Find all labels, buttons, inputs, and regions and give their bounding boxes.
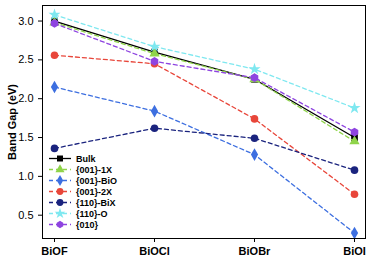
svg-text:3.0: 3.0 <box>18 15 33 27</box>
svg-text:1.5: 1.5 <box>18 131 33 143</box>
svg-text:{001}-1X: {001}-1X <box>76 165 112 175</box>
svg-text:2.0: 2.0 <box>18 92 33 104</box>
svg-text:Bulk: Bulk <box>76 154 96 164</box>
svg-text:{110}-BiX: {110}-BiX <box>76 198 116 208</box>
svg-text:1.0: 1.0 <box>18 170 33 182</box>
svg-text:BiOCl: BiOCl <box>139 245 170 257</box>
svg-text:{001}-BiO: {001}-BiO <box>76 176 117 186</box>
svg-text:BiOF: BiOF <box>41 245 68 257</box>
svg-text:BiOBr: BiOBr <box>239 245 272 257</box>
svg-text:{001}-2X: {001}-2X <box>76 187 112 197</box>
svg-text:{010}: {010} <box>76 220 99 230</box>
svg-text:BiOI: BiOI <box>343 245 366 257</box>
svg-text:{110}-O: {110}-O <box>76 209 108 219</box>
svg-text:0.5: 0.5 <box>18 209 33 221</box>
svg-text:2.5: 2.5 <box>18 53 33 65</box>
svg-text:Band Gap (eV): Band Gap (eV) <box>6 84 18 160</box>
